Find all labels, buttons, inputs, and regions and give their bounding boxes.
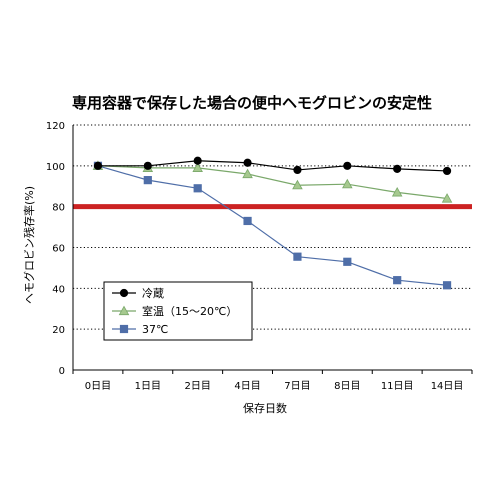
y-tick-label: 120	[46, 121, 65, 132]
y-tick-label: 20	[52, 325, 65, 336]
y-tick-label: 60	[52, 244, 65, 255]
y-tick-label: 100	[46, 162, 65, 173]
legend-label: 冷蔵	[142, 287, 164, 300]
data-point	[143, 161, 152, 170]
series-line	[97, 160, 448, 172]
y-tick-label: 0	[59, 366, 65, 377]
data-point	[192, 162, 203, 172]
data-point	[143, 176, 152, 185]
data-point	[393, 164, 402, 173]
data-point	[292, 179, 303, 190]
y-tick-label: 40	[52, 284, 65, 295]
x-tick-label: 4日目	[234, 381, 260, 392]
axes: 0 20 40 60 80 100 120 0日目 1日目 2日目 4日目 7日目 8日目 11日目 14日…	[46, 121, 473, 392]
data-point	[193, 184, 202, 193]
x-tick-label: 11日目	[381, 381, 414, 392]
legend-swatch-marker	[119, 324, 129, 334]
x-tick-label: 0日目	[85, 381, 111, 392]
series-line	[97, 165, 448, 286]
y-axis-label: ヘモグロビン残存率(%)	[22, 186, 36, 304]
data-point	[393, 276, 402, 285]
legend-swatch-marker	[119, 288, 129, 298]
x-tick-label: 2日目	[185, 381, 211, 392]
series-line	[97, 165, 448, 200]
data-point	[242, 168, 253, 179]
data-point	[441, 193, 453, 203]
data-point	[93, 161, 103, 170]
legend-swatch-marker	[118, 305, 130, 316]
chart-title: 専用容器で保存した場合の便中ヘモグロビンの安定性	[72, 94, 432, 112]
legend-label: 37℃	[142, 323, 168, 336]
x-tick-label: 1日目	[135, 381, 161, 392]
data-point	[442, 281, 452, 290]
legend-label: 室温（15～20℃）	[142, 304, 237, 318]
x-axis-label: 保存日数	[243, 401, 287, 415]
x-tick-label: 7日目	[284, 381, 310, 392]
data-point	[343, 257, 352, 266]
data-point	[293, 165, 302, 175]
data-point	[442, 166, 452, 176]
series-group	[92, 156, 453, 290]
data-point	[193, 156, 202, 165]
data-point	[243, 158, 252, 167]
data-point	[243, 216, 252, 226]
data-point	[293, 252, 302, 261]
data-point	[342, 178, 353, 189]
x-tick-label: 8日目	[334, 381, 360, 392]
x-tick-label: 14日目	[431, 381, 464, 392]
data-point	[343, 161, 352, 170]
y-tick-label: 80	[52, 203, 65, 214]
data-point	[391, 186, 403, 197]
